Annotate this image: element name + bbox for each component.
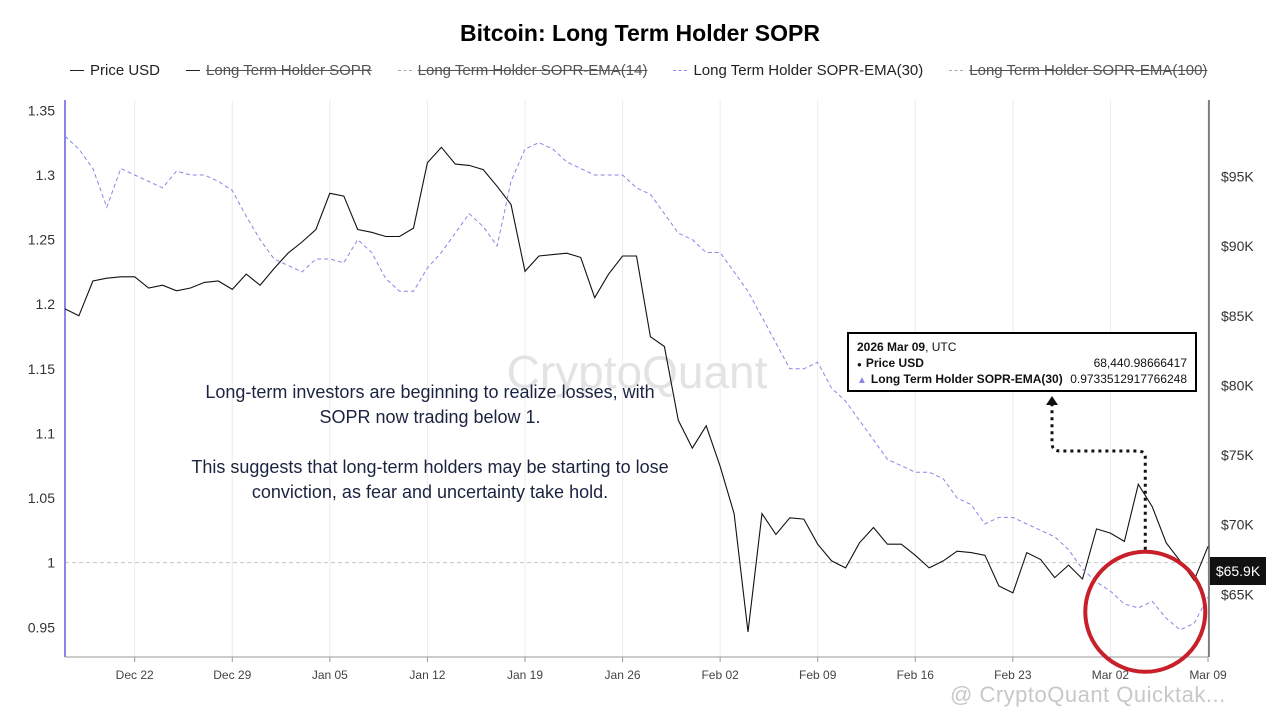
data-tooltip: 2026 Mar 09, UTC Price USD 68,440.986664… xyxy=(847,332,1197,392)
legend-item-2[interactable]: Long Term Holder SOPR-EMA(14) xyxy=(397,62,648,79)
x-tick-label: Jan 19 xyxy=(507,668,543,682)
y-left-tick-label: 0.95 xyxy=(28,619,55,635)
connector-arrow-icon xyxy=(1046,396,1058,405)
legend-label: Long Term Holder SOPR-EMA(30) xyxy=(693,62,924,79)
y-left-tick-label: 1.05 xyxy=(28,490,55,506)
x-tick-label: Jan 26 xyxy=(605,668,641,682)
y-left-tick-label: 1 xyxy=(47,555,55,571)
legend-item-0[interactable]: Price USD xyxy=(70,62,160,79)
legend-swatch xyxy=(186,70,201,71)
x-tick-label: Jan 12 xyxy=(409,668,445,682)
tooltip-row-price: Price USD 68,440.98666417 xyxy=(857,356,1187,370)
x-tick-label: Dec 29 xyxy=(213,668,251,682)
watermark: CryptoQuant xyxy=(507,346,768,398)
series-line-price-usd xyxy=(64,146,1209,632)
y-left-tick-label: 1.35 xyxy=(28,102,55,118)
y-right-tick-label: $85K xyxy=(1221,308,1254,324)
y-right-tick-label: $80K xyxy=(1221,377,1254,393)
legend-swatch xyxy=(949,70,964,71)
x-tick-label: Feb 16 xyxy=(897,668,935,682)
y-left-tick-label: 1.15 xyxy=(28,361,55,377)
x-tick-label: Feb 23 xyxy=(994,668,1032,682)
legend-item-3[interactable]: Long Term Holder SOPR-EMA(30) xyxy=(673,62,923,79)
x-tick-label: Feb 02 xyxy=(701,668,739,682)
annotation-line-2: This suggests that long-term holders may… xyxy=(191,457,669,502)
tooltip-date: 2026 Mar 09, UTC xyxy=(857,340,957,354)
legend-label: Long Term Holder SOPR-EMA(100) xyxy=(969,62,1208,79)
legend-swatch xyxy=(70,70,84,71)
y-right-tick-label: $70K xyxy=(1221,517,1254,533)
footer-watermark: @ CryptoQuant Quicktak... xyxy=(950,682,1226,707)
x-tick-label: Jan 05 xyxy=(312,668,348,682)
chart-legend: Price USD Long Term Holder SOPR Long Term … xyxy=(70,62,1207,79)
y-left-tick-label: 1.2 xyxy=(36,296,56,312)
y-right-tick-label: $75K xyxy=(1221,447,1254,463)
analysis-annotation: Long-term investors are beginning to rea… xyxy=(180,380,680,530)
legend-label: Long Term Holder SOPR xyxy=(206,62,372,79)
last-price-badge: $65.9K xyxy=(1210,557,1266,585)
y-left-tick-label: 1.3 xyxy=(36,167,56,183)
y-left-tick-label: 1.25 xyxy=(28,232,55,248)
y-right-tick-label: $65K xyxy=(1221,586,1254,602)
legend-swatch xyxy=(673,70,688,71)
legend-label: Long Term Holder SOPR-EMA(14) xyxy=(417,62,648,79)
legend-label: Price USD xyxy=(90,62,161,79)
x-tick-label: Feb 09 xyxy=(799,668,837,682)
legend-swatch xyxy=(397,70,412,71)
x-tick-label: Dec 22 xyxy=(116,668,154,682)
y-left-tick-label: 1.1 xyxy=(36,425,56,441)
tooltip-row-sopr-ema30: Long Term Holder SOPR-EMA(30) 0.97335129… xyxy=(857,372,1187,386)
annotation-line-1: Long-term investors are beginning to rea… xyxy=(205,382,655,427)
chart-title: Bitcoin: Long Term Holder SOPR xyxy=(460,20,820,46)
y-right-tick-label: $90K xyxy=(1221,238,1254,254)
tooltip-connector xyxy=(1050,404,1147,550)
series-line-sopr-ema30 xyxy=(64,135,1209,631)
x-tick-label: Mar 09 xyxy=(1189,668,1227,682)
y-right-tick-label: $95K xyxy=(1221,169,1254,185)
legend-item-1[interactable]: Long Term Holder SOPR xyxy=(186,62,372,79)
legend-item-4[interactable]: Long Term Holder SOPR-EMA(100) xyxy=(949,62,1207,79)
highlight-circle xyxy=(1083,549,1208,674)
x-tick-label: Mar 02 xyxy=(1092,668,1130,682)
